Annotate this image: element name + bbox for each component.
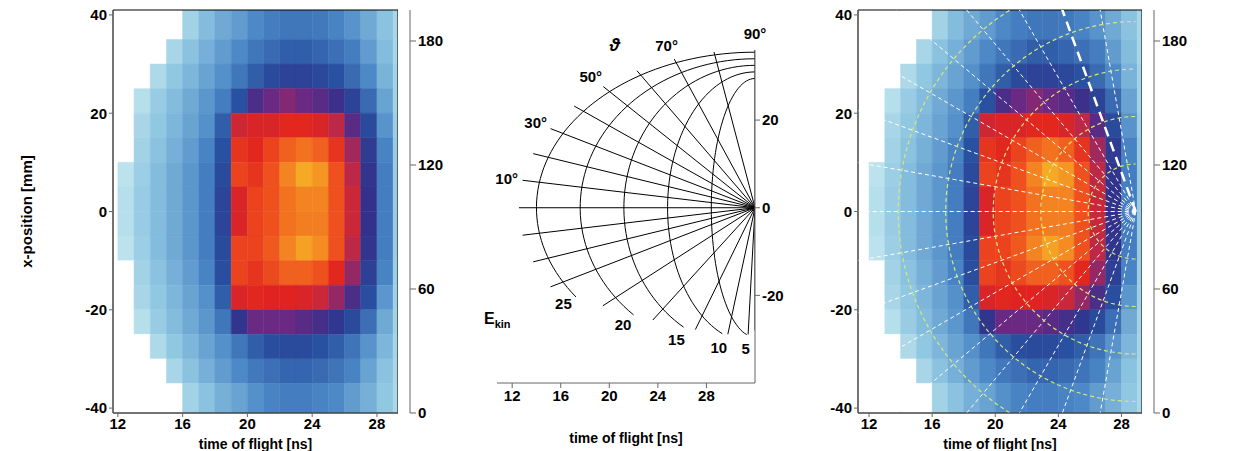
svg-text:28: 28 [698,387,715,404]
svg-text:12: 12 [504,387,521,404]
svg-text:40: 40 [90,6,107,23]
svg-text:0: 0 [844,203,852,220]
svg-text:0: 0 [99,203,107,220]
svg-text:60: 60 [1162,280,1179,297]
svg-text:10: 10 [710,339,727,356]
svg-text:90°: 90° [744,25,767,42]
svg-text:30°: 30° [524,114,547,131]
svg-text:20: 20 [762,111,779,128]
svg-text:20: 20 [835,105,852,122]
svg-text:time of flight [ns]: time of flight [ns] [943,436,1057,451]
svg-text:28: 28 [369,415,386,432]
svg-text:x-position [mm]: x-position [mm] [18,155,35,268]
svg-text:10°: 10° [495,170,518,187]
svg-text:24: 24 [304,415,321,432]
svg-text:5: 5 [742,340,750,357]
svg-text:20: 20 [601,387,618,404]
svg-text:-20: -20 [85,301,107,318]
svg-text:20: 20 [987,415,1004,432]
svg-text:16: 16 [924,415,941,432]
svg-text:0: 0 [1162,404,1170,421]
svg-text:16: 16 [174,415,191,432]
svg-text:-40: -40 [830,399,852,416]
svg-text:-40: -40 [85,399,107,416]
svg-text:60: 60 [418,280,435,297]
svg-text:time of flight [ns]: time of flight [ns] [199,436,313,451]
svg-text:70°: 70° [655,37,678,54]
svg-text:25: 25 [555,295,572,312]
svg-text:40: 40 [835,6,852,23]
svg-text:time of flight [ns]: time of flight [ns] [569,430,683,446]
svg-text:Ekin: Ekin [484,310,511,330]
svg-text:20: 20 [239,415,256,432]
svg-text:0: 0 [418,404,426,421]
svg-text:28: 28 [1113,415,1130,432]
svg-text:180: 180 [418,32,443,49]
svg-text:20: 20 [615,316,632,333]
svg-text:12: 12 [861,415,878,432]
svg-text:12: 12 [110,415,127,432]
svg-text:120: 120 [418,156,443,173]
svg-text:180: 180 [1162,32,1187,49]
svg-text:-20: -20 [762,287,784,304]
svg-text:ϑ: ϑ [608,35,620,55]
svg-text:24: 24 [1050,415,1067,432]
svg-text:16: 16 [552,387,569,404]
svg-text:-20: -20 [830,301,852,318]
svg-text:15: 15 [668,331,685,348]
svg-text:120: 120 [1162,156,1187,173]
svg-text:24: 24 [650,387,667,404]
svg-text:50°: 50° [579,68,602,85]
svg-text:20: 20 [90,105,107,122]
svg-text:0: 0 [762,199,770,216]
